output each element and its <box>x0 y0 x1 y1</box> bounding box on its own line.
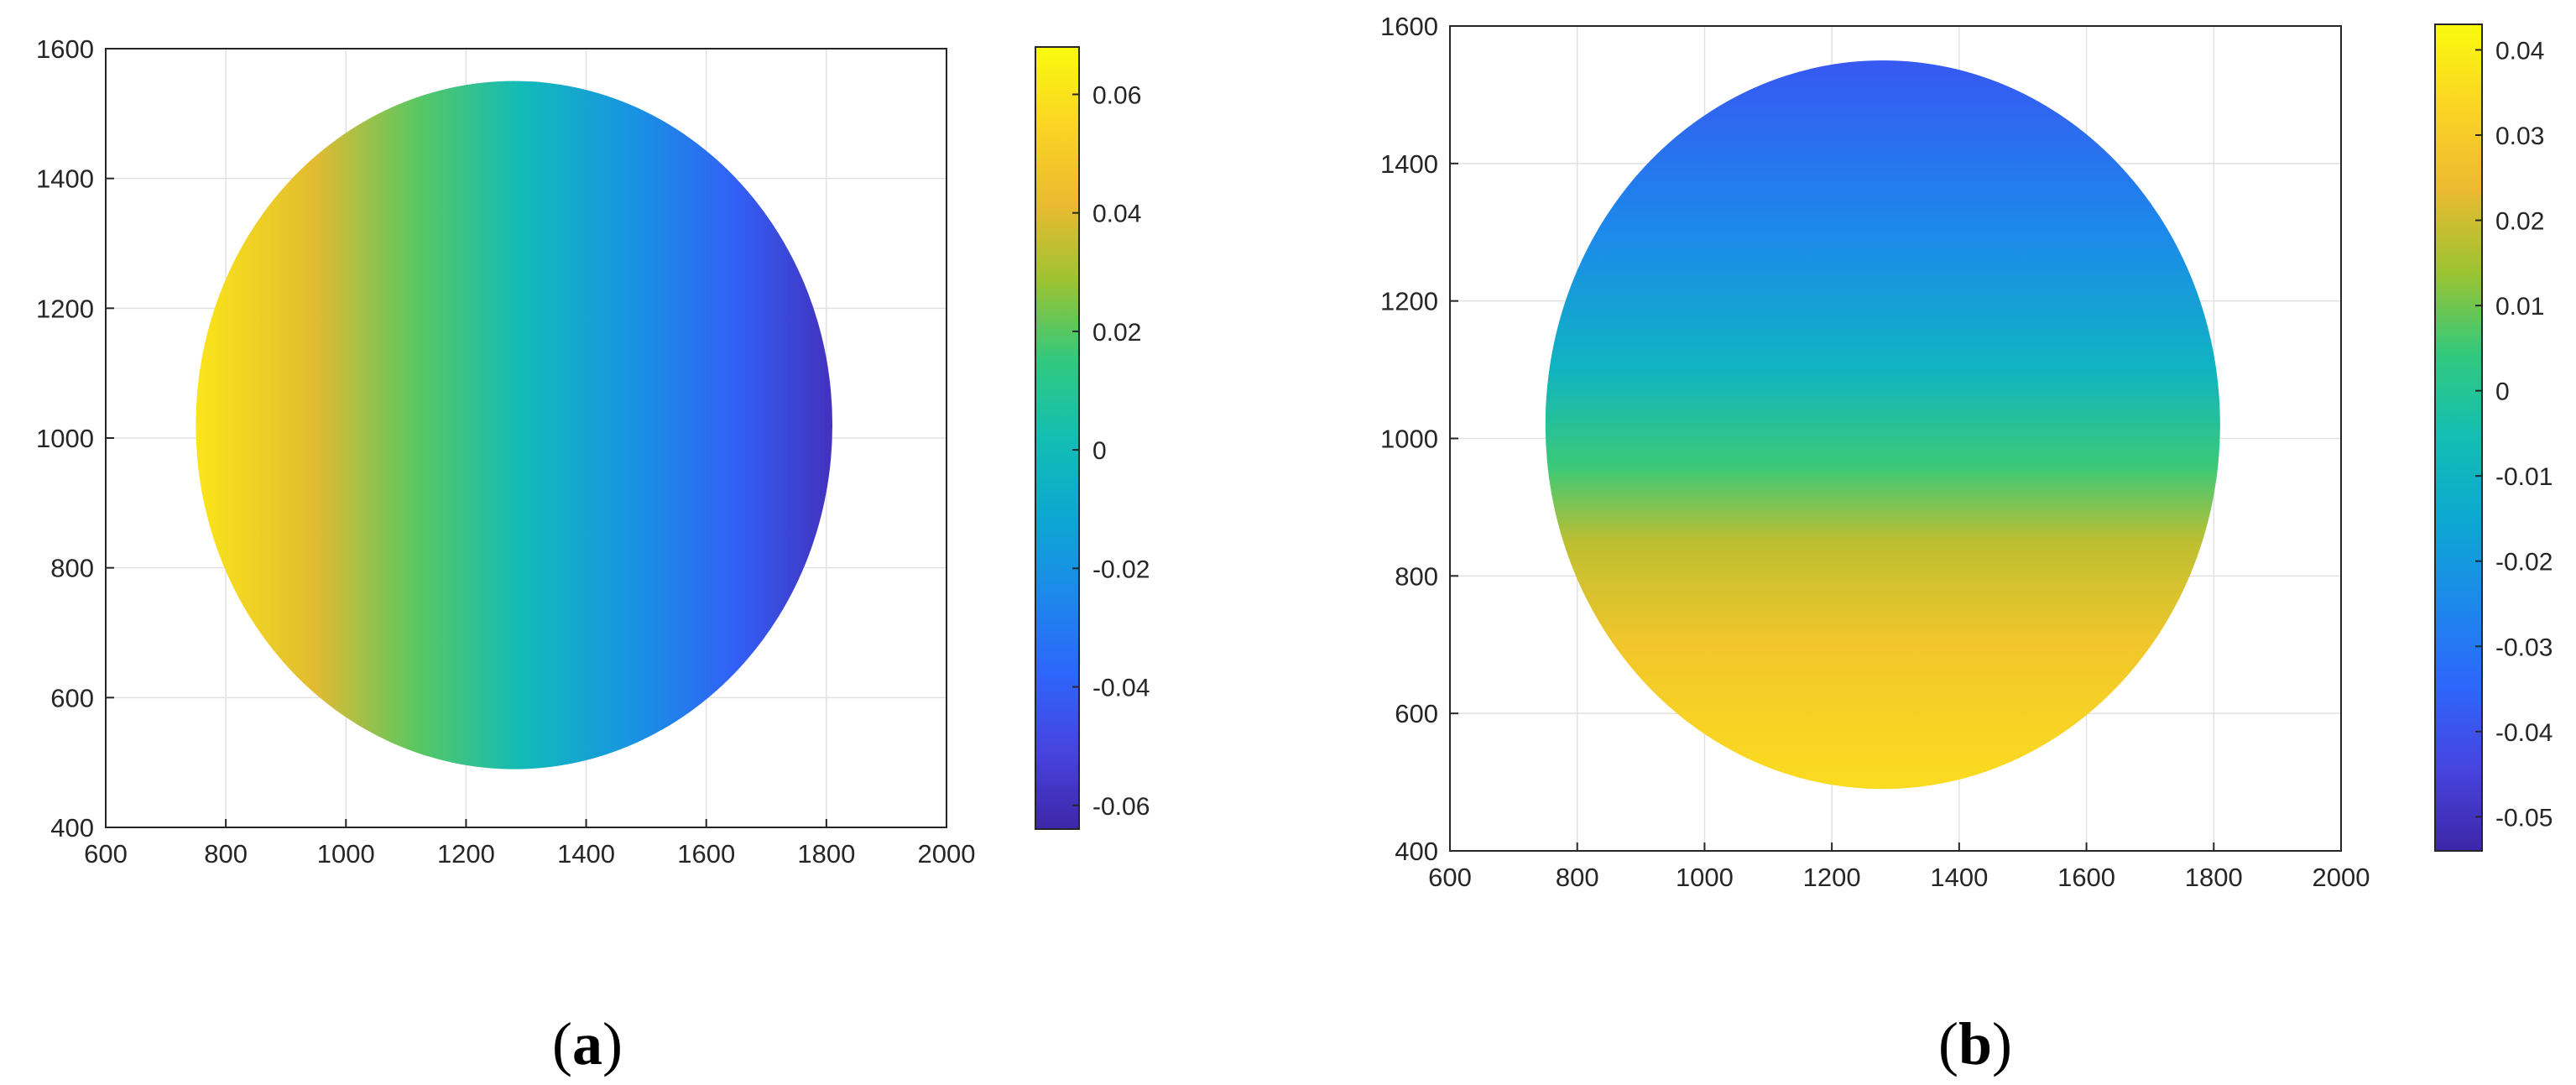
colorbar-tick-label: 0.04 <box>1092 201 1141 228</box>
panel-b: 600 800 1000 1200 1400 1600 1800 2000 400600800… <box>1380 12 2553 1077</box>
field-ellipse <box>1545 60 2220 790</box>
colorbar-tick-label: -0.06 <box>1092 793 1150 821</box>
colorbar-tick-label: -0.04 <box>2495 719 2553 747</box>
colorbar-tick-label: -0.04 <box>1092 675 1150 702</box>
y-tick-label: 400 <box>50 813 94 842</box>
x-tick-label: 600 <box>1428 863 1472 892</box>
x-tick-label: 1000 <box>317 839 375 869</box>
y-tick-label: 1000 <box>1380 425 1438 454</box>
y-tick-label: 1400 <box>1380 149 1438 179</box>
colorbar: 0.06 0.04 0.02 0 -0.02 -0.04 -0.06 <box>1035 46 1150 830</box>
x-tick-label: 800 <box>1556 863 1599 892</box>
colorbar-tick-label: 0.01 <box>2495 293 2544 321</box>
colorbar-tick-label: 0.02 <box>1092 319 1141 347</box>
y-tick-label: 1600 <box>36 34 94 64</box>
panel-label: (b) <box>1938 1010 2012 1077</box>
colorbar-tick-label: -0.05 <box>2495 804 2553 832</box>
y-axis: 400 600 800 1000 1200 1400 1600 <box>36 34 114 842</box>
colorbar-tick-label: -0.02 <box>2495 549 2553 576</box>
colorbar-tick-label: 0.03 <box>2495 123 2544 150</box>
x-axis: 600 800 1000 1200 1400 1600 1800 2000 <box>1428 842 2370 892</box>
field-ellipse <box>196 81 833 769</box>
y-axis: 400 600 800 1000 1200 1400 1600 <box>1380 12 1458 866</box>
colorbar-scale <box>1035 46 1080 830</box>
x-tick-label: 2000 <box>918 839 976 869</box>
colorbar-tick-label: -0.03 <box>2495 634 2553 661</box>
y-tick-label: 1200 <box>1380 287 1438 316</box>
x-tick-label: 1800 <box>797 839 855 869</box>
x-tick-label: 1600 <box>2057 863 2115 892</box>
x-tick-label: 1600 <box>677 839 735 869</box>
x-tick-label: 800 <box>204 839 248 869</box>
y-tick-label: 800 <box>50 554 94 583</box>
x-tick-label: 1200 <box>437 839 495 869</box>
colorbar-scale <box>2434 23 2483 852</box>
y-tick-label: 600 <box>50 683 94 712</box>
y-tick-label: 1400 <box>36 164 94 194</box>
x-tick-label: 1400 <box>557 839 615 869</box>
colorbar-tick-label: -0.01 <box>2495 463 2553 491</box>
x-tick-label: 1000 <box>1676 863 1734 892</box>
y-tick-label: 800 <box>1395 561 1438 591</box>
x-tick-label: 1200 <box>1803 863 1861 892</box>
y-tick-label: 1200 <box>36 294 94 323</box>
x-axis: 600 800 1000 1200 1400 1600 1800 2000 <box>84 819 975 869</box>
colorbar-tick-label: 0.06 <box>1092 81 1141 109</box>
x-tick-label: 600 <box>84 839 128 869</box>
x-tick-label: 2000 <box>2313 863 2370 892</box>
x-tick-label: 1800 <box>2185 863 2243 892</box>
colorbar: 0.04 0.03 0.02 0.01 0 -0.01 -0.02 -0.03 -0.04 -0.… <box>2434 23 2553 852</box>
y-tick-label: 600 <box>1395 699 1438 728</box>
panel-label: (a) <box>552 1010 623 1077</box>
y-tick-label: 1600 <box>1380 12 1438 41</box>
colorbar-tick-label: 0 <box>2495 378 2510 406</box>
panel-a: 600 800 1000 1200 1400 1600 1800 2000 400600800… <box>36 34 1150 1077</box>
colorbar-tick-label: -0.02 <box>1092 556 1150 583</box>
y-tick-label: 1000 <box>36 424 94 453</box>
colorbar-tick-label: 0.02 <box>2495 208 2544 236</box>
colorbar-tick-label: 0.04 <box>2495 37 2544 65</box>
y-tick-label: 400 <box>1395 837 1438 866</box>
x-tick-label: 1400 <box>1930 863 1988 892</box>
colorbar-tick-label: 0 <box>1092 437 1107 465</box>
